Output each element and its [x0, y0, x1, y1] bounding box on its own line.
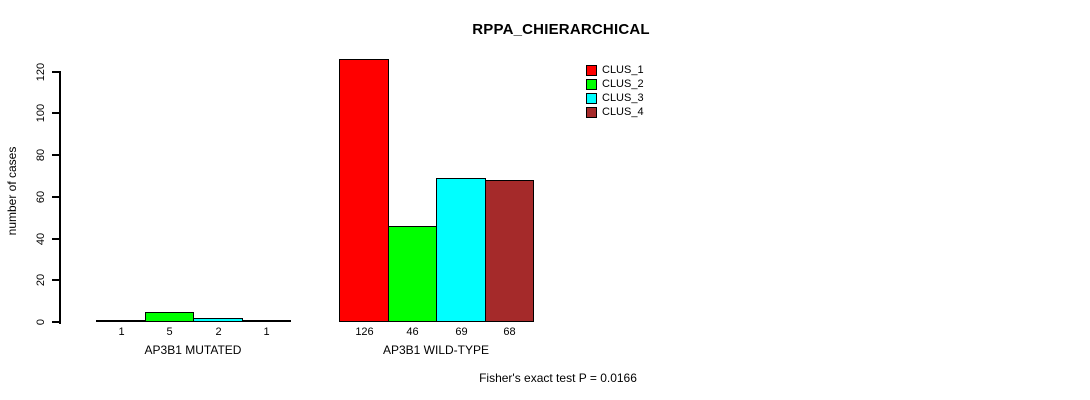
y-tick: [52, 154, 59, 156]
bar-clus-4-ap3b1-mutated: [242, 320, 291, 322]
legend-label: CLUS_1: [602, 64, 644, 76]
bar-value-label: 1: [263, 326, 270, 338]
y-tick: [52, 238, 59, 240]
legend-item-clus-3: CLUS_3: [586, 91, 644, 105]
annotation-fishers-test: Fisher's exact test P = 0.0166: [479, 371, 637, 385]
legend-label: CLUS_2: [602, 78, 644, 90]
bar-clus-2-ap3b1-mutated: [145, 312, 194, 322]
bar-clus-3-ap3b1-wild-type: [436, 178, 486, 322]
legend-swatch: [586, 64, 597, 76]
legend-swatch: [586, 106, 597, 118]
y-tick: [52, 71, 59, 73]
y-tick: [52, 321, 59, 323]
y-tick: [52, 279, 59, 281]
legend-swatch: [586, 78, 597, 90]
x-category-label-ap3b1-mutated: AP3B1 MUTATED: [144, 343, 242, 357]
y-tick: [52, 196, 59, 198]
chart-title: RPPA_CHIERARCHICAL: [472, 21, 650, 38]
legend: CLUS_1 CLUS_2 CLUS_3 CLUS_4: [586, 63, 644, 119]
bar-value-label: 126: [355, 326, 374, 338]
legend-swatch: [586, 92, 597, 104]
bar-clus-4-ap3b1-wild-type: [485, 180, 534, 322]
bar-value-label: 1: [118, 326, 125, 338]
bar-value-label: 69: [455, 326, 468, 338]
bar-value-label: 5: [166, 326, 173, 338]
bar-value-label: 68: [503, 326, 516, 338]
bar-value-label: 46: [406, 326, 419, 338]
legend-item-clus-4: CLUS_4: [586, 105, 644, 119]
bar-value-label: 2: [215, 326, 222, 338]
legend-item-clus-2: CLUS_2: [586, 77, 644, 91]
legend-label: CLUS_4: [602, 106, 644, 118]
y-tick-label: 120: [35, 62, 47, 82]
legend-label: CLUS_3: [602, 92, 644, 104]
bar-clus-2-ap3b1-wild-type: [388, 226, 437, 322]
bar-clus-1-ap3b1-mutated: [96, 320, 146, 322]
x-category-label-ap3b1-wild-type: AP3B1 WILD-TYPE: [382, 343, 490, 357]
y-axis-line: [59, 71, 61, 324]
bar-clus-3-ap3b1-mutated: [193, 318, 243, 322]
legend-item-clus-1: CLUS_1: [586, 63, 644, 77]
bar-clus-1-ap3b1-wild-type: [339, 59, 389, 322]
y-tick: [52, 112, 59, 114]
y-axis-label: number of cases: [5, 146, 19, 236]
